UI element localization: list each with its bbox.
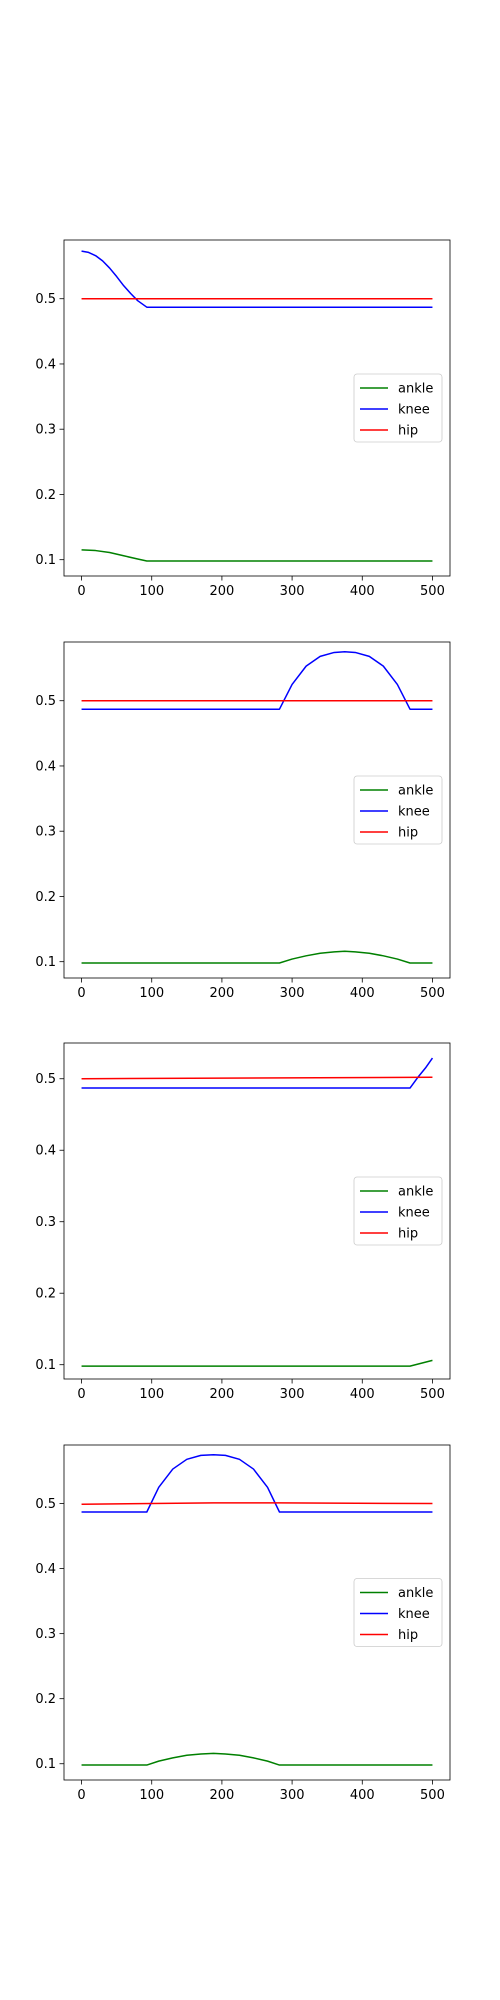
series-line-ankle — [81, 950, 433, 964]
x-tick-label: 400 — [350, 1788, 375, 1803]
y-tick-label: 0.3 — [35, 1627, 56, 1642]
y-tick-label: 0.1 — [35, 1757, 56, 1772]
legend-box — [353, 1176, 443, 1246]
axes-frame — [63, 239, 451, 577]
x-tick-label: 200 — [209, 1788, 234, 1803]
legend-label-hip: hip — [398, 1628, 418, 1643]
y-tick-label: 0.2 — [35, 1692, 56, 1707]
y-tick-label: 0.4 — [35, 759, 56, 774]
y-tick-label: 0.4 — [35, 1144, 56, 1159]
y-tick-label: 0.3 — [35, 1215, 56, 1230]
y-tick-label: 0.1 — [35, 955, 56, 970]
legend-label-ankle: ankle — [398, 784, 433, 799]
legend-box — [353, 1578, 443, 1647]
y-tick-label: 0.3 — [35, 423, 56, 438]
x-tick-label: 0 — [77, 1788, 85, 1803]
x-tick-label: 100 — [139, 1788, 164, 1803]
x-tick-label: 400 — [350, 584, 375, 599]
x-tick-label: 0 — [77, 986, 85, 1001]
legend-label-knee: knee — [398, 1206, 430, 1221]
x-tick-label: 300 — [280, 1387, 305, 1402]
x-tick-label: 100 — [139, 1387, 164, 1402]
series-line-hip — [81, 1502, 433, 1505]
x-tick-label: 300 — [280, 584, 305, 599]
series-line-ankle — [81, 1359, 433, 1367]
x-tick-label: 400 — [350, 1387, 375, 1402]
x-tick-label: 100 — [139, 584, 164, 599]
y-tick-label: 0.4 — [35, 357, 56, 372]
x-tick-label: 500 — [420, 584, 445, 599]
x-tick-label: 200 — [209, 986, 234, 1001]
y-tick-label: 0.5 — [35, 1072, 56, 1087]
y-tick-label: 0.2 — [35, 1287, 56, 1302]
chart-panel: 0 100 200 300 400 500 0.1 0.2 0.3 0.4 0.5 ankle knee… — [35, 1042, 451, 1402]
series-line-knee — [81, 651, 433, 710]
legend-label-hip: hip — [398, 1227, 418, 1242]
legend-label-knee: knee — [398, 805, 430, 820]
series-line-knee — [81, 1057, 434, 1089]
x-tick-label: 500 — [420, 1387, 445, 1402]
legend-box — [353, 775, 443, 845]
x-tick-label: 400 — [350, 986, 375, 1001]
legend-label-ankle: ankle — [398, 1185, 433, 1200]
series-line-ankle — [81, 549, 433, 562]
y-tick-label: 0.1 — [35, 1358, 56, 1373]
legend-box — [353, 373, 443, 443]
chart-panel: 0 100 200 300 400 500 0.1 0.2 0.3 0.4 0.5 ankle knee… — [35, 239, 451, 599]
chart-panel: 0 100 200 300 400 500 0.1 0.2 0.3 0.4 0.5 ankle knee… — [35, 1444, 451, 1803]
legend: ankle knee hip — [353, 1176, 443, 1246]
x-tick-label: 0 — [77, 584, 85, 599]
legend: ankle knee hip — [353, 373, 443, 443]
x-tick-label: 300 — [280, 1788, 305, 1803]
legend-label-knee: knee — [398, 1607, 430, 1622]
axes-frame — [63, 1042, 451, 1380]
series-line-ankle — [81, 1752, 433, 1766]
y-tick-label: 0.5 — [35, 1497, 56, 1512]
legend: ankle knee hip — [353, 775, 443, 845]
y-tick-label: 0.1 — [35, 553, 56, 568]
legend-label-ankle: ankle — [398, 382, 433, 397]
x-tick-label: 500 — [420, 1788, 445, 1803]
y-tick-label: 0.2 — [35, 488, 56, 503]
legend-label-knee: knee — [398, 403, 430, 418]
x-tick-label: 300 — [280, 986, 305, 1001]
y-tick-label: 0.5 — [35, 694, 56, 709]
y-tick-label: 0.3 — [35, 825, 56, 840]
y-tick-label: 0.5 — [35, 292, 56, 307]
x-tick-label: 100 — [139, 986, 164, 1001]
series-line-hip — [81, 1076, 433, 1080]
x-tick-label: 200 — [209, 1387, 234, 1402]
y-tick-label: 0.4 — [35, 1562, 56, 1577]
series-line-knee — [81, 250, 433, 308]
x-tick-label: 0 — [77, 1387, 85, 1402]
legend-label-ankle: ankle — [398, 1586, 433, 1601]
legend-label-hip: hip — [398, 424, 418, 439]
x-tick-label: 200 — [209, 584, 234, 599]
series-line-knee — [81, 1454, 433, 1513]
chart-panel: 0 100 200 300 400 500 0.1 0.2 0.3 0.4 0.5 ankle knee… — [35, 641, 451, 1001]
x-tick-label: 500 — [420, 986, 445, 1001]
y-tick-label: 0.2 — [35, 890, 56, 905]
axes-frame — [63, 1444, 451, 1781]
axes-frame — [63, 641, 451, 979]
legend-label-hip: hip — [398, 826, 418, 841]
legend: ankle knee hip — [353, 1578, 443, 1647]
